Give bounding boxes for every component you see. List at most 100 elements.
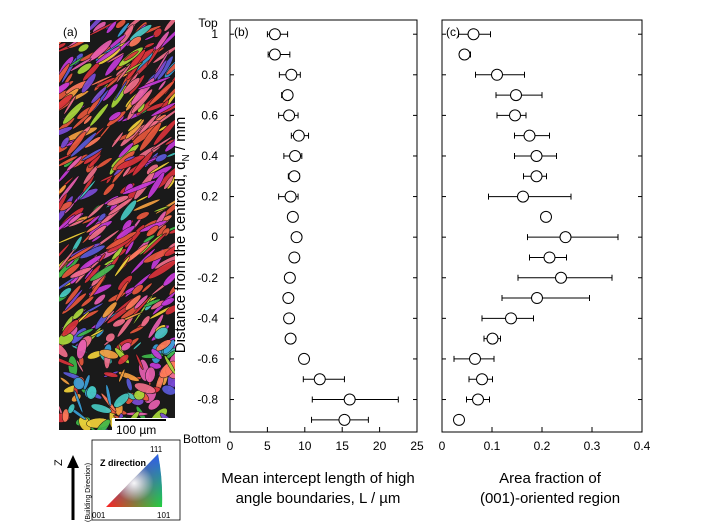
- grain: [147, 172, 165, 199]
- z-axis-letter: Z: [53, 459, 65, 466]
- data-point: [283, 271, 296, 284]
- grain: [163, 175, 174, 190]
- panel-c-xlabel-line2: (001)-oriented region: [480, 490, 620, 507]
- y-tick-label: 0.2: [201, 190, 218, 204]
- grain: [124, 155, 136, 162]
- grain: [135, 353, 144, 370]
- data-point: [268, 28, 281, 41]
- x-tick-label: 0: [439, 439, 446, 453]
- ipf-title: Z direction: [100, 458, 146, 468]
- grain: [114, 255, 131, 277]
- grain: [85, 214, 101, 228]
- grain: [164, 355, 175, 375]
- ipf-label-101: 101: [157, 511, 171, 520]
- data-point: [531, 292, 543, 305]
- data-point: [509, 109, 521, 122]
- grain: [123, 50, 139, 62]
- grain: [115, 225, 136, 240]
- ebsd-map: (a) 100 µm: [59, 20, 175, 437]
- grain: [153, 205, 169, 213]
- grain: [90, 86, 107, 104]
- grain: [150, 136, 173, 151]
- grain: [155, 153, 168, 163]
- panel-b-chart: (b) Mean intercept length of high angle …: [221, 19, 424, 507]
- data-point: [338, 413, 351, 426]
- grain: [61, 263, 81, 279]
- grain: [59, 248, 76, 275]
- grain: [69, 267, 92, 279]
- grain: [66, 244, 95, 263]
- grain: [143, 298, 161, 308]
- panel-b-xlabel-line2: angle boundaries, L / µm: [236, 490, 401, 507]
- grain: [144, 35, 155, 41]
- data-point: [523, 129, 536, 142]
- grain: [146, 225, 159, 237]
- grain: [103, 371, 119, 378]
- grain: [59, 243, 70, 261]
- grain: [60, 136, 70, 149]
- grain: [150, 102, 175, 117]
- grain: [142, 234, 156, 243]
- grain: [132, 198, 161, 212]
- grain: [87, 224, 107, 241]
- panel-b-frame: [229, 19, 418, 433]
- data-point: [469, 352, 481, 365]
- data-point: [268, 48, 281, 61]
- grain: [102, 301, 118, 319]
- data-point: [284, 332, 297, 345]
- grain: [95, 45, 121, 64]
- grain: [78, 179, 96, 200]
- grain: [66, 130, 87, 156]
- data-point: [290, 231, 303, 244]
- data-point: [283, 109, 296, 122]
- grain: [93, 294, 106, 306]
- grain: [59, 94, 73, 112]
- scale-bar-box: [112, 418, 175, 434]
- grain: [155, 30, 170, 51]
- grain: [129, 326, 144, 334]
- grain: [118, 142, 134, 159]
- grain: [99, 349, 119, 360]
- grain: [59, 184, 67, 195]
- grain: [122, 77, 141, 95]
- grain: [139, 121, 162, 152]
- grain: [67, 212, 83, 225]
- x-tick-label: 20: [373, 439, 387, 453]
- grain: [144, 42, 155, 49]
- grain: [150, 348, 163, 360]
- grain: [80, 295, 95, 308]
- grain: [165, 139, 175, 146]
- y-tick-label: 0: [211, 230, 218, 244]
- y-axis-title-main: Distance from the centroid, d: [172, 161, 189, 353]
- data-point: [530, 170, 543, 183]
- grain: [59, 82, 71, 96]
- grain: [132, 151, 154, 177]
- grain: [120, 199, 137, 221]
- grain: [65, 259, 75, 268]
- grain: [141, 282, 153, 293]
- y-tick-label: 0.4: [201, 149, 218, 163]
- grain: [76, 338, 87, 360]
- grain: [115, 281, 129, 303]
- data-point: [298, 352, 311, 365]
- y-axis-title-subscript: N: [181, 154, 192, 161]
- x-tick-label: 0.1: [484, 439, 501, 453]
- grain: [59, 126, 73, 137]
- y-tick-label: 0.6: [201, 108, 218, 122]
- data-point: [343, 393, 356, 406]
- grain: [115, 20, 127, 29]
- grain: [149, 161, 171, 175]
- grain: [147, 399, 161, 411]
- grain: [124, 240, 135, 256]
- y-axis-title: Distance from the centroid, dN / mm: [172, 117, 192, 354]
- grain: [103, 183, 115, 196]
- data-point: [453, 413, 465, 426]
- data-point: [283, 312, 296, 325]
- panel-a-label-box: [59, 20, 90, 42]
- x-tick-label: 25: [410, 439, 424, 453]
- data-point: [288, 251, 301, 264]
- ipf-color-key: Z direction 111 001 101: [91, 439, 181, 521]
- grain: [153, 118, 175, 146]
- y-tick-label: -0.4: [197, 311, 218, 325]
